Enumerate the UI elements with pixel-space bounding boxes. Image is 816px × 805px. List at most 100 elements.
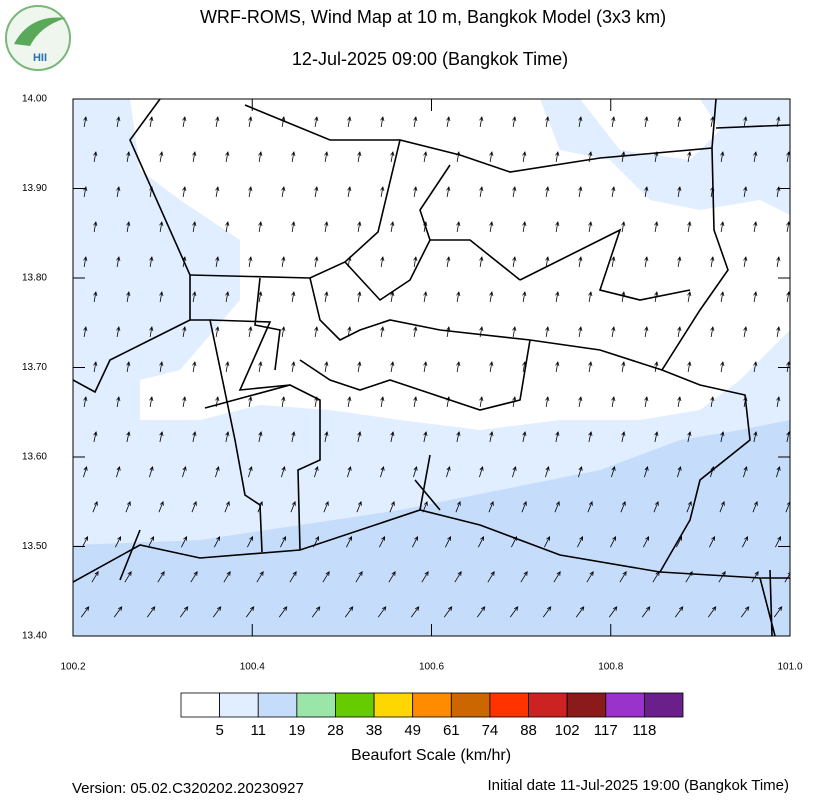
wind-arrow (355, 571, 363, 583)
wind-arrow (149, 116, 154, 127)
wind-arrow (344, 606, 354, 618)
wind-arrow (743, 116, 748, 127)
wind-arrow (182, 186, 187, 197)
wind-arrow (710, 396, 715, 407)
wind-arrow (611, 466, 616, 478)
wind-arrow (389, 500, 395, 513)
wind-arrow (182, 326, 187, 337)
wind-arrow (509, 606, 519, 618)
wind-arrow (281, 466, 286, 478)
wind-arrow (611, 256, 616, 267)
wind-arrow (248, 326, 253, 337)
wind-arrow (611, 396, 616, 407)
wind-arrow (93, 221, 98, 232)
y-tick-label: 13.60 (22, 452, 47, 463)
x-tick-label: 100.4 (240, 662, 265, 673)
wind-arrow (357, 361, 362, 372)
y-tick-label: 13.40 (22, 631, 47, 642)
colorbar-swatch (450, 692, 491, 718)
wind-arrow (587, 500, 593, 513)
wind-arrow (225, 151, 230, 162)
wind-arrow (776, 466, 781, 478)
wind-arrow (512, 116, 517, 127)
wind-arrow (555, 151, 560, 162)
wind-arrow (179, 606, 189, 618)
wind-arrow (245, 606, 255, 618)
colorbar-title: Beaufort Scale (km/hr) (351, 747, 511, 764)
wind-arrow (149, 186, 154, 197)
wind-arrow (710, 186, 715, 197)
wind-arrow (676, 535, 683, 548)
x-tick-label: 100.8 (598, 662, 623, 673)
wind-arrow (784, 572, 790, 583)
wind-arrow (126, 221, 131, 232)
wind-arrow (192, 431, 197, 443)
wind-arrow (181, 535, 188, 548)
colorbar-swatch (335, 692, 375, 718)
wind-arrow (654, 361, 659, 372)
wind-arrow (159, 221, 164, 232)
wind-arrow (212, 606, 222, 618)
wind-arrow (742, 535, 749, 548)
wind-arrow (159, 431, 164, 443)
wind-arrow (380, 326, 385, 337)
wind-arrow (380, 186, 385, 197)
wind-arrow (446, 256, 451, 267)
wind-arrow (542, 606, 552, 618)
wind-arrow (146, 606, 156, 618)
wind-arrow (446, 396, 451, 407)
wind-arrow (687, 221, 692, 232)
wind-arrow (126, 361, 131, 372)
wind-arrow (224, 500, 230, 513)
wind-arrow (654, 291, 659, 302)
wind-arrows (80, 116, 790, 618)
wind-arrow (522, 361, 527, 372)
wind-arrow (93, 291, 98, 302)
wind-arrow (588, 221, 593, 232)
wind-arrow (753, 151, 758, 162)
wind-arrow (290, 500, 296, 513)
wind-arrow (456, 291, 461, 302)
wind-arrow (324, 151, 329, 162)
wind-arrow (611, 326, 616, 337)
wind-arrow (91, 571, 99, 583)
wind-arrow (314, 326, 319, 337)
wind-arrow (776, 256, 781, 267)
x-tick-label: 100.6 (419, 662, 444, 673)
wind-arrow (578, 256, 583, 267)
wind-arrow (278, 606, 288, 618)
wind-arrow (258, 291, 263, 302)
wind-arrow (215, 116, 220, 127)
wind-arrow (611, 186, 616, 197)
wind-arrow (644, 396, 649, 407)
wind-arrow (248, 116, 253, 127)
wind-arrow (126, 151, 131, 162)
wind-arrow (380, 256, 385, 267)
wind-arrow (555, 221, 560, 232)
wind-arrow (512, 326, 517, 337)
title: WRF-ROMS, Wind Map at 10 m, Bangkok Mode… (200, 7, 666, 27)
shade-white (580, 99, 720, 160)
wind-arrow (223, 571, 231, 583)
wind-arrow (324, 431, 329, 443)
wind-arrow (555, 431, 560, 443)
wind-arrow (380, 466, 385, 478)
wind-arrow (522, 431, 527, 443)
wind-arrow (545, 326, 550, 337)
wind-arrow (225, 431, 230, 443)
wind-arrow (479, 466, 484, 478)
wind-arrow (182, 116, 187, 127)
wind-arrow (707, 606, 717, 618)
wind-arrow (423, 221, 428, 232)
wind-arrow (324, 361, 329, 372)
wind-arrow (116, 256, 121, 267)
logo-leaf (14, 17, 66, 46)
wind-arrow (654, 431, 659, 443)
wind-arrow (390, 221, 395, 232)
wind-arrow (511, 535, 518, 548)
wind-arrow (677, 326, 682, 337)
wind-arrow (687, 361, 692, 372)
wind-arrow (489, 151, 494, 162)
wind-arrow (159, 151, 164, 162)
wind-arrow (149, 396, 154, 407)
